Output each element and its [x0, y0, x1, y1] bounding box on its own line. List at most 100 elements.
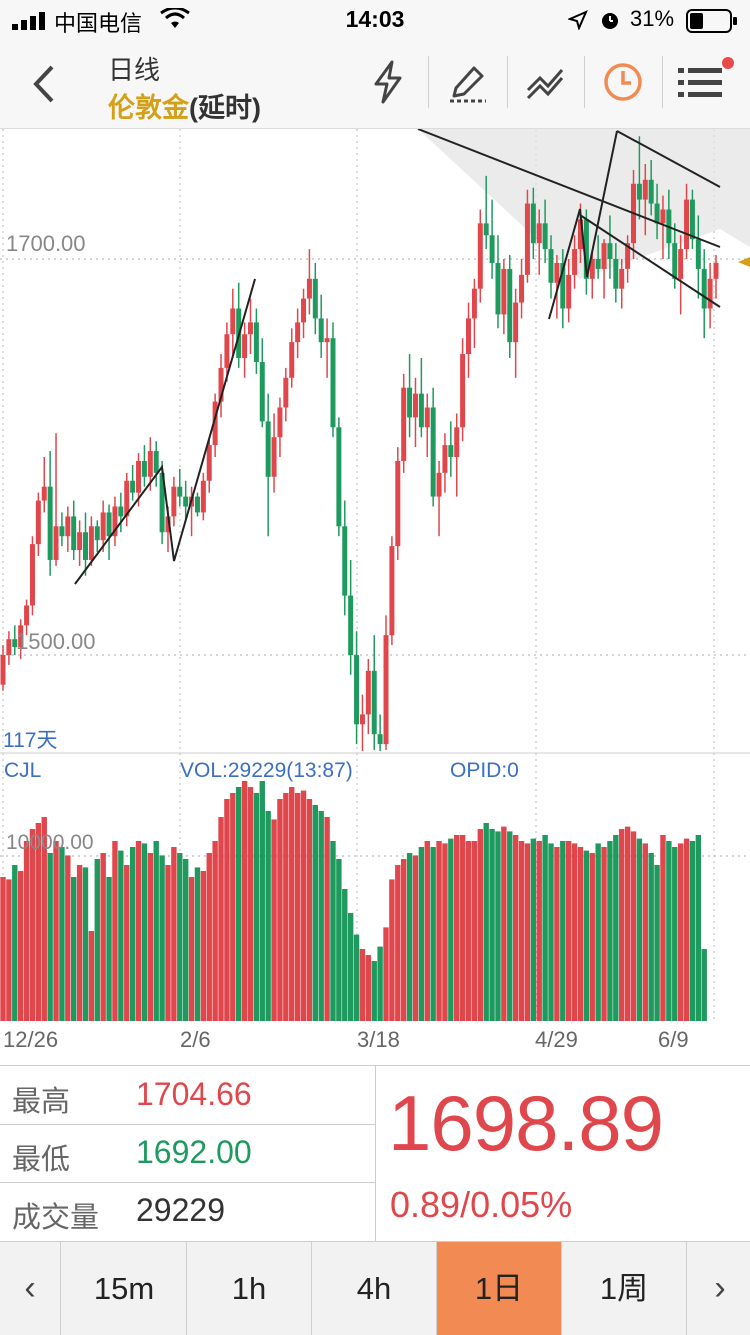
- volume-bar: [129, 847, 136, 1021]
- candle-body: [206, 445, 212, 481]
- tab-1d[interactable]: 1日: [437, 1242, 562, 1335]
- volume-bar: [118, 850, 124, 1021]
- volume-bar: [524, 843, 531, 1021]
- volume-bar: [507, 831, 513, 1021]
- candle-body: [595, 259, 601, 269]
- volume-bar: [100, 853, 106, 1021]
- candle-body: [100, 512, 106, 541]
- tab-1h[interactable]: 1h: [187, 1242, 312, 1335]
- volume-bar: [371, 961, 377, 1021]
- candle-body: [684, 199, 690, 250]
- indicator-name: CJL: [4, 759, 41, 782]
- candle-body: [47, 486, 53, 560]
- candlestick-chart[interactable]: 1700.00 1500.00 117天 CJL VOL:29229(13:87…: [0, 128, 750, 1065]
- candle-body: [24, 605, 30, 626]
- toolbar-divider: [662, 56, 663, 108]
- volume-bar: [35, 823, 42, 1021]
- candle-body: [301, 298, 307, 323]
- volume-bar: [412, 855, 419, 1021]
- toolbar-divider: [584, 56, 585, 108]
- candle-body: [471, 288, 477, 319]
- candle-body: [253, 322, 259, 362]
- volume-bar: [400, 859, 407, 1021]
- volume-bar: [82, 867, 89, 1021]
- date-label: 2/6: [180, 1027, 211, 1052]
- date-label: 3/18: [357, 1027, 400, 1052]
- volume-bar: [377, 946, 383, 1021]
- candle-body: [371, 670, 377, 735]
- candle-body: [524, 203, 530, 275]
- trendline-icon[interactable]: [524, 60, 568, 104]
- candle-body: [159, 472, 165, 533]
- candle-body: [389, 546, 395, 636]
- volume-bar: [171, 847, 177, 1021]
- volume-bar: [294, 793, 301, 1021]
- candle-body: [318, 318, 324, 343]
- candle-body: [678, 249, 684, 279]
- volume-bar: [636, 838, 643, 1021]
- clock-icon[interactable]: [601, 60, 645, 104]
- symbol-title: 伦敦金(延时): [108, 86, 261, 125]
- back-arrow-icon[interactable]: [28, 64, 60, 104]
- symbol-name: 伦敦金: [108, 93, 189, 123]
- volume-bar: [135, 841, 142, 1021]
- volume-bar: [577, 847, 584, 1021]
- candle-body: [118, 506, 124, 517]
- volume-bar: [94, 859, 100, 1021]
- tab-1w[interactable]: 1周: [562, 1242, 687, 1335]
- volume-bar: [442, 843, 448, 1021]
- volume-bar: [241, 781, 248, 1021]
- delay-label: (延时): [189, 93, 261, 123]
- tabs-prev-arrow[interactable]: ‹: [0, 1242, 61, 1335]
- menu-icon[interactable]: [676, 56, 736, 104]
- lightning-icon[interactable]: [368, 60, 408, 104]
- candle-body: [689, 199, 695, 240]
- volume-bar: [177, 853, 183, 1021]
- volume-bar: [312, 805, 319, 1021]
- candle-body: [583, 219, 589, 279]
- candle-body: [183, 496, 189, 507]
- candle-body: [35, 500, 41, 545]
- candle-body: [430, 407, 436, 497]
- price-chart[interactable]: 1700.00 1500.00 117天 CJL VOL:29229(13:87…: [0, 128, 750, 1065]
- candle-body: [589, 259, 595, 279]
- candle-body: [354, 655, 360, 725]
- candle-body: [106, 512, 112, 537]
- candle-body: [359, 714, 365, 725]
- tabs-next-arrow[interactable]: ›: [714, 1269, 726, 1307]
- volume-bar: [141, 843, 148, 1021]
- candle-body: [365, 670, 371, 715]
- candle-body: [136, 460, 142, 493]
- toolbar-divider: [428, 56, 429, 108]
- volume-bar: [495, 831, 501, 1021]
- volume-bar: [230, 793, 236, 1021]
- candle-body: [88, 526, 94, 560]
- tab-15m[interactable]: 15m: [62, 1242, 187, 1335]
- candle-body: [336, 427, 342, 527]
- volume-bar: [454, 835, 460, 1021]
- current-price-marker: [738, 257, 750, 267]
- volume-bar: [259, 781, 265, 1021]
- candle-body: [312, 278, 318, 319]
- volume-bar: [65, 855, 71, 1021]
- volume-bar: [23, 841, 30, 1021]
- candle-body: [601, 243, 607, 269]
- candle-body: [548, 249, 554, 283]
- volume-bar: [159, 855, 165, 1021]
- volume-bar: [406, 853, 413, 1021]
- candle-body: [613, 259, 619, 289]
- tab-4h[interactable]: 4h: [312, 1242, 437, 1335]
- volume-bar: [430, 847, 436, 1021]
- battery-icon: [686, 9, 737, 33]
- volume-bar: [188, 877, 195, 1021]
- high-row: 最高 1704.66: [0, 1066, 375, 1125]
- wifi-icon: [160, 8, 190, 28]
- status-bar: 中国电信 14:03 31%: [0, 0, 750, 40]
- highlighter-icon[interactable]: [446, 60, 490, 104]
- clock-time: 14:03: [345, 6, 405, 32]
- volume-bar: [589, 853, 595, 1021]
- volume-bar: [389, 879, 395, 1021]
- candle-body: [324, 338, 330, 343]
- volume-bar: [147, 853, 154, 1021]
- candle-body: [424, 407, 430, 428]
